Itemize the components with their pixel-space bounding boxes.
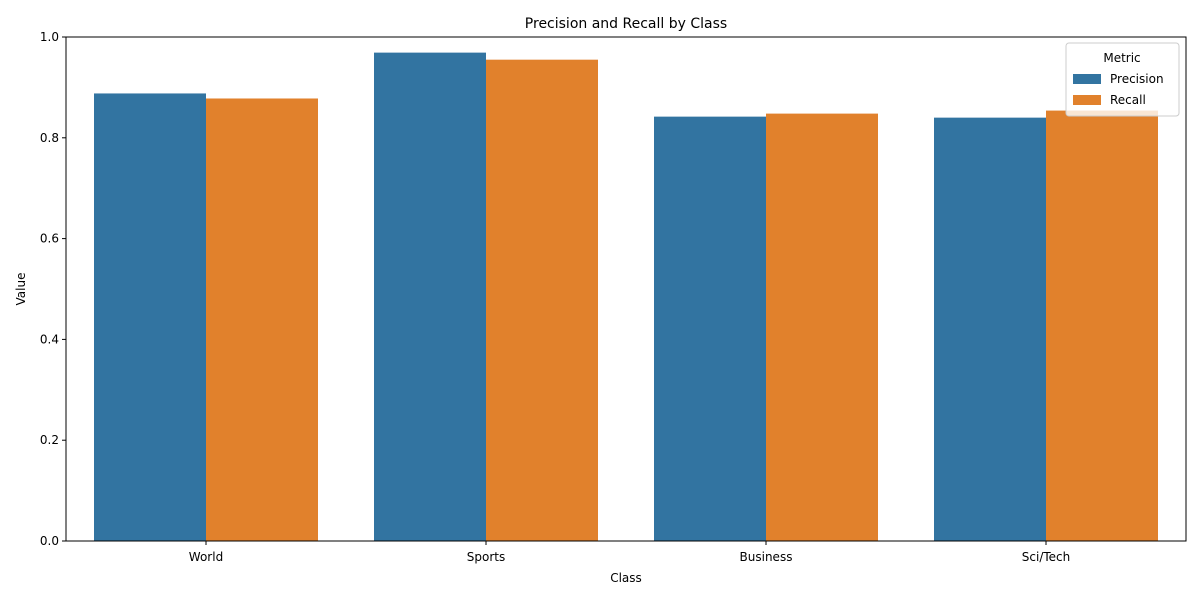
x-tick-label: Sci/Tech (1022, 550, 1070, 564)
x-axis-label: Class (610, 571, 642, 585)
legend: Metric Precision Recall (1065, 42, 1180, 117)
y-tick-label: 0.4 (40, 332, 59, 346)
axes-group (65, 36, 1187, 542)
legend-label-recall: Recall (1110, 93, 1146, 107)
bar-precision-sci-tech (934, 117, 1046, 541)
y-tick-label: 0.2 (40, 433, 59, 447)
chart-title: Precision and Recall by Class (525, 16, 727, 32)
y-tick-label: 1.0 (40, 30, 59, 44)
bar-precision-sports (374, 52, 486, 542)
y-tick-label: 0.8 (40, 131, 59, 145)
bar-recall-sports (486, 59, 598, 542)
bar-recall-world (206, 98, 318, 541)
y-axis-label: Value (14, 273, 28, 306)
legend-title: Metric (1103, 51, 1140, 65)
x-ticks-group: World Sports Business Sci/Tech (189, 541, 1070, 564)
x-tick-label: Business (740, 550, 793, 564)
y-tick-label: 0.6 (40, 232, 59, 246)
bars-group (94, 52, 1158, 542)
x-tick-label: Sports (467, 550, 505, 564)
bar-precision-business (654, 116, 766, 541)
bar-recall-sci-tech (1046, 110, 1158, 542)
bar-recall-business (766, 113, 878, 541)
y-ticks-group: 0.0 0.2 0.4 0.6 0.8 1.0 (40, 30, 66, 548)
legend-swatch-precision (1073, 74, 1101, 84)
legend-label-precision: Precision (1110, 72, 1164, 86)
x-tick-label: World (189, 550, 223, 564)
bar-precision-world (94, 93, 206, 541)
plot-frame (65, 36, 1187, 542)
legend-swatch-recall (1073, 95, 1101, 105)
y-tick-label: 0.0 (40, 534, 59, 548)
